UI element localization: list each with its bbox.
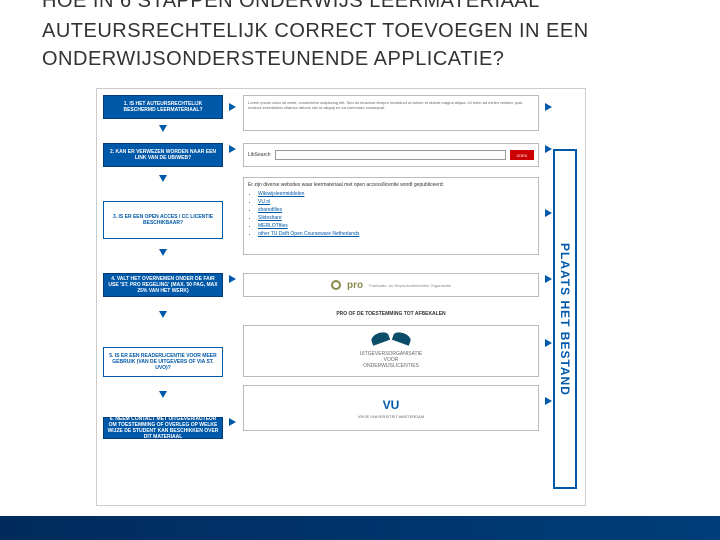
oa-link[interactable]: Wikiwijsleermiddelen bbox=[258, 191, 534, 197]
arrow-right-icon bbox=[545, 209, 552, 217]
step-5: 5. IS ER EEN READERLICENTIE VOOR MEER GE… bbox=[103, 347, 223, 377]
arrow-right-icon bbox=[229, 103, 236, 111]
arrow-right-icon bbox=[545, 145, 552, 153]
pro-subtitle: Publicatie- en Reproductierechten Organi… bbox=[369, 283, 451, 288]
steps-column: 1. IS HET AUTEURSRECHTELIJK BESCHERMD LE… bbox=[103, 95, 225, 501]
wings-icon bbox=[371, 333, 411, 347]
place-file-label: PLAATS HET BESTAND bbox=[558, 243, 572, 396]
uvo-text: UITGEVERSORGANISATIE VOOR ONDERWIJSLICEN… bbox=[360, 351, 423, 369]
step-6: 6. NEEM CONTACT MET UITGEVER/AUTEUR OM T… bbox=[103, 417, 223, 439]
arrow-right-icon bbox=[229, 145, 236, 153]
arrow-down-icon bbox=[159, 391, 167, 398]
detail-box-1: Lorem ipsum dolor sit amet, consectetur … bbox=[243, 95, 539, 131]
oa-link[interactable]: VU.nl bbox=[258, 199, 534, 205]
libsearch-input[interactable] bbox=[275, 150, 506, 160]
circle-icon bbox=[331, 280, 341, 290]
title-line-1: HOE IN 6 STAPPEN ONDERWIJS LEERMATERIAAL bbox=[42, 0, 700, 13]
step-1: 1. IS HET AUTEURSRECHTELIJK BESCHERMD LE… bbox=[103, 95, 223, 119]
arrow-right-icon bbox=[229, 418, 236, 426]
arrow-right-icon bbox=[545, 397, 552, 405]
arrow-right-icon bbox=[545, 103, 552, 111]
open-access-box: Er zijn diverse websites waar leermateri… bbox=[243, 177, 539, 255]
oa-link[interactable]: Slideshare bbox=[258, 215, 534, 221]
arrow-down-icon bbox=[159, 125, 167, 132]
libsearch-label: LibSearch bbox=[248, 152, 271, 158]
footer-banner bbox=[0, 516, 720, 540]
pro-logo: pro bbox=[347, 280, 363, 291]
vu-logo: VU bbox=[383, 398, 400, 412]
arrow-down-icon bbox=[159, 249, 167, 256]
arrow-down-icon bbox=[159, 175, 167, 182]
title-line-3: ONDERWIJSONDERSTEUNENDE APPLICATIE? bbox=[42, 48, 700, 71]
pro-box: pro Publicatie- en Reproductierechten Or… bbox=[243, 273, 539, 297]
step-3: 3. IS ER EEN OPEN ACCES / CC LICENTIE BE… bbox=[103, 201, 223, 239]
open-access-list: Wikiwijsleermiddelen VU.nl sharedfiles S… bbox=[258, 191, 534, 237]
arrow-right-icon bbox=[545, 339, 552, 347]
oa-link[interactable]: other TU Delft Open Courseware Netherlan… bbox=[258, 231, 534, 237]
vu-box: VU VRIJE UNIVERSITEIT AMSTERDAM bbox=[243, 385, 539, 431]
arrow-right-icon bbox=[545, 275, 552, 283]
open-access-intro: Er zijn diverse websites waar leermateri… bbox=[248, 182, 534, 188]
detail-text-1: Lorem ipsum dolor sit amet, consectetur … bbox=[248, 100, 534, 110]
title-line-2: AUTEURSRECHTELIJK CORRECT TOEVOEGEN IN E… bbox=[42, 20, 700, 43]
vu-subtitle: VRIJE UNIVERSITEIT AMSTERDAM bbox=[358, 414, 424, 419]
libsearch-box: LibSearch ZOEK bbox=[243, 143, 539, 167]
step-2: 2. KAN ER VERWEZEN WORDEN NAAR EEN LINK … bbox=[103, 143, 223, 167]
oa-link[interactable]: sharedfiles bbox=[258, 207, 534, 213]
oa-link[interactable]: MERLOTfiles bbox=[258, 223, 534, 229]
place-file-sidebar: PLAATS HET BESTAND bbox=[553, 149, 577, 489]
flowchart-diagram: 1. IS HET AUTEURSRECHTELIJK BESCHERMD LE… bbox=[96, 88, 586, 506]
step-4: 4. VALT HET OVERNEMEN ONDER DE FAIR USE … bbox=[103, 273, 223, 297]
arrow-down-icon bbox=[159, 311, 167, 318]
pro-instruction: PRO OF DE TOESTEMMING TOT AFBEKALEN bbox=[243, 307, 539, 321]
details-column: Lorem ipsum dolor sit amet, consectetur … bbox=[243, 95, 539, 501]
uvo-box: UITGEVERSORGANISATIE VOOR ONDERWIJSLICEN… bbox=[243, 325, 539, 377]
libsearch-button[interactable]: ZOEK bbox=[510, 150, 534, 160]
arrow-right-icon bbox=[229, 275, 236, 283]
